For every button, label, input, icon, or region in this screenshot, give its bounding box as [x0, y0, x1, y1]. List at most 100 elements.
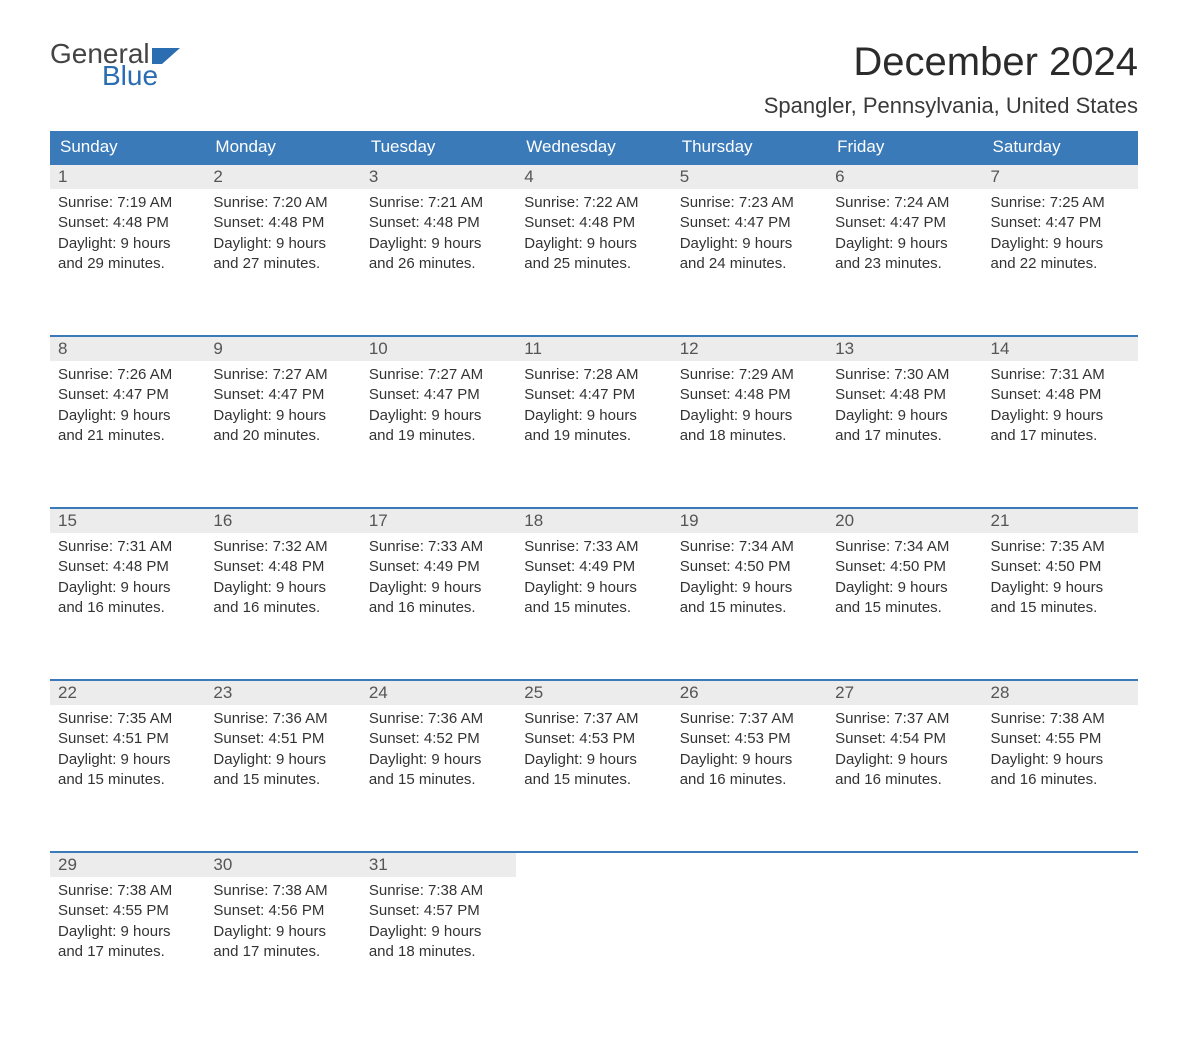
sunrise-line: Sunrise: 7:36 AM: [369, 709, 508, 729]
daylight-line: and 17 minutes.: [835, 426, 974, 446]
sunrise-line: Sunrise: 7:31 AM: [991, 365, 1130, 385]
day-content-cell: Sunrise: 7:38 AMSunset: 4:55 PMDaylight:…: [983, 705, 1138, 852]
daylight-line: and 23 minutes.: [835, 254, 974, 274]
daynum-row: 15161718192021: [50, 508, 1138, 533]
daylight-line: and 16 minutes.: [58, 598, 197, 618]
daylight-line: and 17 minutes.: [58, 942, 197, 962]
daylight-line: and 19 minutes.: [369, 426, 508, 446]
daylight-line: Daylight: 9 hours: [58, 578, 197, 598]
sunset-line: Sunset: 4:51 PM: [213, 729, 352, 749]
daylight-line: Daylight: 9 hours: [680, 234, 819, 254]
daylight-line: and 16 minutes.: [991, 770, 1130, 790]
sunset-line: Sunset: 4:48 PM: [369, 213, 508, 233]
sunset-line: Sunset: 4:55 PM: [991, 729, 1130, 749]
daylight-line: and 15 minutes.: [680, 598, 819, 618]
sunset-line: Sunset: 4:52 PM: [369, 729, 508, 749]
day-number-cell: 3: [361, 164, 516, 189]
daylight-line: and 15 minutes.: [213, 770, 352, 790]
daylight-line: and 26 minutes.: [369, 254, 508, 274]
sunset-line: Sunset: 4:53 PM: [524, 729, 663, 749]
daylight-line: and 15 minutes.: [991, 598, 1130, 618]
day-number-cell: [827, 852, 982, 877]
day-number-cell: 7: [983, 164, 1138, 189]
daylight-line: Daylight: 9 hours: [213, 406, 352, 426]
day-number-cell: 20: [827, 508, 982, 533]
daylight-line: and 15 minutes.: [369, 770, 508, 790]
day-content-cell: Sunrise: 7:29 AMSunset: 4:48 PMDaylight:…: [672, 361, 827, 508]
sunrise-line: Sunrise: 7:38 AM: [991, 709, 1130, 729]
day-content-cell: [827, 877, 982, 1023]
day-number-cell: [983, 852, 1138, 877]
day-header: Saturday: [983, 131, 1138, 164]
day-number-cell: 27: [827, 680, 982, 705]
sunset-line: Sunset: 4:48 PM: [680, 385, 819, 405]
content-row: Sunrise: 7:31 AMSunset: 4:48 PMDaylight:…: [50, 533, 1138, 680]
daylight-line: Daylight: 9 hours: [58, 406, 197, 426]
sunset-line: Sunset: 4:54 PM: [835, 729, 974, 749]
sunrise-line: Sunrise: 7:29 AM: [680, 365, 819, 385]
sunrise-line: Sunrise: 7:34 AM: [835, 537, 974, 557]
sunrise-line: Sunrise: 7:27 AM: [213, 365, 352, 385]
day-number-cell: 21: [983, 508, 1138, 533]
day-content-cell: Sunrise: 7:38 AMSunset: 4:57 PMDaylight:…: [361, 877, 516, 1023]
sunset-line: Sunset: 4:53 PM: [680, 729, 819, 749]
sunset-line: Sunset: 4:48 PM: [58, 213, 197, 233]
day-content-cell: Sunrise: 7:27 AMSunset: 4:47 PMDaylight:…: [205, 361, 360, 508]
daynum-row: 1234567: [50, 164, 1138, 189]
logo: General Blue: [50, 40, 182, 90]
day-number-cell: 14: [983, 336, 1138, 361]
day-number-cell: 19: [672, 508, 827, 533]
day-number-cell: 31: [361, 852, 516, 877]
day-number-cell: 18: [516, 508, 671, 533]
sunrise-line: Sunrise: 7:26 AM: [58, 365, 197, 385]
daylight-line: Daylight: 9 hours: [58, 234, 197, 254]
sunset-line: Sunset: 4:47 PM: [58, 385, 197, 405]
sunset-line: Sunset: 4:48 PM: [524, 213, 663, 233]
daylight-line: and 24 minutes.: [680, 254, 819, 274]
day-content-cell: Sunrise: 7:31 AMSunset: 4:48 PMDaylight:…: [983, 361, 1138, 508]
sunset-line: Sunset: 4:50 PM: [991, 557, 1130, 577]
daylight-line: Daylight: 9 hours: [58, 750, 197, 770]
daylight-line: and 16 minutes.: [835, 770, 974, 790]
day-content-cell: Sunrise: 7:30 AMSunset: 4:48 PMDaylight:…: [827, 361, 982, 508]
sunrise-line: Sunrise: 7:37 AM: [524, 709, 663, 729]
sunset-line: Sunset: 4:49 PM: [369, 557, 508, 577]
content-row: Sunrise: 7:26 AMSunset: 4:47 PMDaylight:…: [50, 361, 1138, 508]
daylight-line: and 29 minutes.: [58, 254, 197, 274]
sunset-line: Sunset: 4:47 PM: [369, 385, 508, 405]
day-header: Friday: [827, 131, 982, 164]
sunset-line: Sunset: 4:55 PM: [58, 901, 197, 921]
daylight-line: Daylight: 9 hours: [369, 922, 508, 942]
day-header: Sunday: [50, 131, 205, 164]
sunset-line: Sunset: 4:47 PM: [524, 385, 663, 405]
sunrise-line: Sunrise: 7:33 AM: [524, 537, 663, 557]
content-row: Sunrise: 7:38 AMSunset: 4:55 PMDaylight:…: [50, 877, 1138, 1023]
daylight-line: Daylight: 9 hours: [369, 750, 508, 770]
sunrise-line: Sunrise: 7:33 AM: [369, 537, 508, 557]
day-content-cell: Sunrise: 7:33 AMSunset: 4:49 PMDaylight:…: [361, 533, 516, 680]
day-content-cell: Sunrise: 7:28 AMSunset: 4:47 PMDaylight:…: [516, 361, 671, 508]
sunrise-line: Sunrise: 7:25 AM: [991, 193, 1130, 213]
day-content-cell: Sunrise: 7:34 AMSunset: 4:50 PMDaylight:…: [827, 533, 982, 680]
content-row: Sunrise: 7:19 AMSunset: 4:48 PMDaylight:…: [50, 189, 1138, 336]
daylight-line: and 22 minutes.: [991, 254, 1130, 274]
day-number-cell: 17: [361, 508, 516, 533]
day-content-cell: Sunrise: 7:36 AMSunset: 4:51 PMDaylight:…: [205, 705, 360, 852]
daylight-line: Daylight: 9 hours: [835, 406, 974, 426]
day-number-cell: 8: [50, 336, 205, 361]
sunset-line: Sunset: 4:48 PM: [213, 213, 352, 233]
day-content-cell: Sunrise: 7:33 AMSunset: 4:49 PMDaylight:…: [516, 533, 671, 680]
day-content-cell: [516, 877, 671, 1023]
sunrise-line: Sunrise: 7:21 AM: [369, 193, 508, 213]
day-number-cell: [516, 852, 671, 877]
daylight-line: and 21 minutes.: [58, 426, 197, 446]
sunrise-line: Sunrise: 7:28 AM: [524, 365, 663, 385]
daylight-line: Daylight: 9 hours: [524, 234, 663, 254]
daylight-line: Daylight: 9 hours: [680, 578, 819, 598]
daylight-line: Daylight: 9 hours: [213, 922, 352, 942]
sunrise-line: Sunrise: 7:19 AM: [58, 193, 197, 213]
sunrise-line: Sunrise: 7:24 AM: [835, 193, 974, 213]
sunset-line: Sunset: 4:51 PM: [58, 729, 197, 749]
sunset-line: Sunset: 4:56 PM: [213, 901, 352, 921]
day-content-cell: [983, 877, 1138, 1023]
